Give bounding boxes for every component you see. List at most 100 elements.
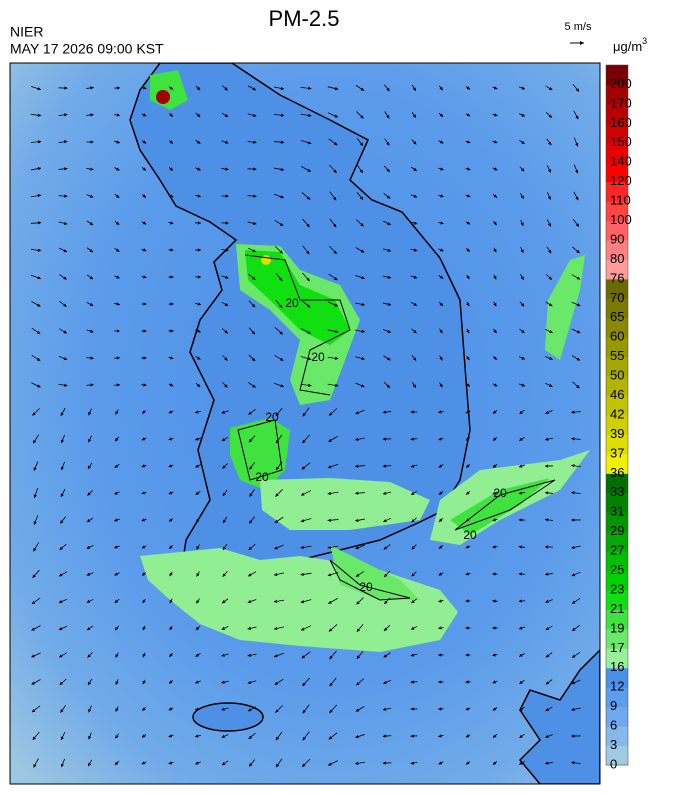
wind-arrow-head xyxy=(548,249,552,254)
wind-arrow-head xyxy=(306,223,310,228)
wind-arrow-head xyxy=(224,384,228,388)
wind-arrow xyxy=(221,734,229,738)
colorbar-segment xyxy=(606,570,628,591)
wind-arrow xyxy=(275,246,283,254)
wind-arrow xyxy=(545,437,553,441)
colorbar-label: 12 xyxy=(610,679,624,694)
wind-arrow xyxy=(492,140,498,144)
wind-arrow xyxy=(465,464,471,468)
wind-arrow xyxy=(300,356,312,361)
wind-arrow-head xyxy=(142,167,146,171)
wind-arrow-head xyxy=(36,303,41,307)
wind-arrow xyxy=(114,572,120,576)
wind-arrow xyxy=(465,572,471,576)
wind-arrow-head xyxy=(169,599,173,604)
wind-arrow-head xyxy=(356,681,360,686)
wind-arrow xyxy=(383,597,391,605)
wind-arrow-head xyxy=(275,493,279,497)
wind-arrow-head xyxy=(334,86,339,91)
wind-arrow xyxy=(382,707,392,711)
wind-arrow xyxy=(383,570,391,578)
wind-arrow xyxy=(492,86,498,90)
wind-arrow-head xyxy=(225,221,229,225)
wind-arrow-head xyxy=(197,194,201,198)
wind-arrow-head xyxy=(196,518,200,523)
wind-arrow-head xyxy=(31,627,35,631)
colorbar-label: 27 xyxy=(610,543,624,558)
wind-arrow-head xyxy=(413,302,417,306)
wind-arrow-head xyxy=(116,383,120,387)
wind-arrow-head xyxy=(32,736,36,740)
wind-arrow-head xyxy=(387,302,392,306)
colorbar-label: 6 xyxy=(610,718,617,733)
wind-arrow xyxy=(355,356,365,361)
wind-arrow xyxy=(195,680,201,684)
colorbar-segment xyxy=(606,628,628,649)
wind-arrow xyxy=(168,329,174,333)
wind-arrow xyxy=(114,518,120,522)
wind-arrow-head xyxy=(333,276,338,281)
wind-arrow xyxy=(466,328,470,334)
wind-arrow xyxy=(493,328,497,334)
wind-arrow xyxy=(300,572,312,577)
wind-arrow xyxy=(195,248,201,252)
wind-arrow xyxy=(438,490,444,496)
wind-arrow-head xyxy=(575,142,579,147)
wind-arrow xyxy=(382,437,392,441)
wind-arrow xyxy=(492,436,498,442)
wind-arrow-head xyxy=(549,383,553,387)
wind-arrow xyxy=(327,356,339,360)
wind-arrow-head xyxy=(439,275,444,279)
wind-arrow xyxy=(274,516,284,524)
wind-arrow xyxy=(327,112,339,118)
colorbar-label: 17 xyxy=(610,640,624,655)
wind-arrow xyxy=(571,328,581,334)
wind-arrow-head xyxy=(465,518,470,522)
wind-arrow xyxy=(168,437,174,441)
wind-arrow-head xyxy=(114,545,118,549)
wind-arrow-head xyxy=(37,248,42,252)
wind-arrow xyxy=(141,383,147,387)
wind-arrow-head xyxy=(518,599,522,603)
wind-arrow xyxy=(168,139,174,145)
wind-arrow xyxy=(572,84,580,92)
colorbar-segment xyxy=(606,356,628,377)
wind-arrow-head xyxy=(60,493,64,497)
wind-arrow xyxy=(31,301,41,307)
wind-arrow xyxy=(571,518,581,522)
wind-arrow xyxy=(438,734,444,738)
wind-arrow xyxy=(356,164,364,174)
wind-arrow xyxy=(465,194,471,198)
wind-arrow-head xyxy=(222,600,226,604)
wind-arrow xyxy=(356,111,364,119)
wind-arrow-head xyxy=(249,763,253,767)
wind-arrow xyxy=(518,572,526,576)
wind-arrow xyxy=(520,246,524,254)
wind-arrow xyxy=(168,761,174,765)
wind-arrow xyxy=(492,167,498,171)
wind-arrow-head xyxy=(382,410,387,414)
wind-arrow xyxy=(356,678,364,686)
wind-arrow-head xyxy=(411,573,415,577)
contour-label: 20 xyxy=(265,410,279,424)
wind-arrow xyxy=(141,194,147,198)
wind-arrow xyxy=(382,464,392,468)
wind-arrow-head xyxy=(548,114,552,118)
wind-arrow-head xyxy=(196,546,200,550)
colorbar-label: 140 xyxy=(610,154,632,169)
wind-arrow xyxy=(519,301,525,307)
wind-arrow-head xyxy=(63,276,67,280)
wind-arrow-head xyxy=(222,546,227,551)
wind-arrow-head xyxy=(572,627,576,631)
wind-arrow-head xyxy=(387,221,391,225)
wind-arrow-head xyxy=(333,223,337,228)
wind-arrow xyxy=(86,167,94,171)
wind-arrow-head xyxy=(280,195,284,199)
wind-arrow xyxy=(274,354,284,362)
wind-arrow xyxy=(141,518,147,522)
wind-arrow-head xyxy=(519,761,523,765)
wind-arrow xyxy=(410,194,418,198)
colorbar-segment xyxy=(606,531,628,552)
wind-arrow xyxy=(222,355,228,361)
wind-arrow xyxy=(247,85,257,91)
